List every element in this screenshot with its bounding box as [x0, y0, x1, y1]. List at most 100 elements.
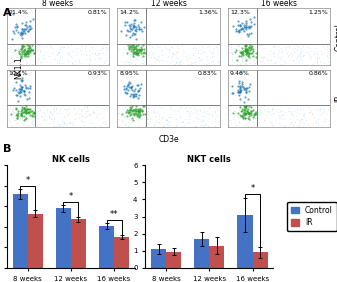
Point	[207, 63, 212, 67]
Point	[288, 120, 294, 124]
Point	[22, 93, 28, 98]
Point	[18, 47, 23, 52]
Point	[280, 48, 285, 53]
Point	[317, 55, 322, 60]
Point	[19, 50, 25, 54]
Point	[250, 104, 256, 109]
Point	[12, 106, 17, 111]
Bar	[166, 252, 181, 268]
Point	[19, 52, 24, 57]
Point	[46, 116, 52, 121]
Point	[23, 110, 28, 114]
Point	[139, 109, 145, 113]
Point	[65, 50, 70, 55]
Bar	[252, 252, 268, 268]
Point	[133, 44, 138, 49]
Point	[126, 124, 131, 128]
Point	[59, 54, 64, 59]
Point	[126, 62, 131, 67]
Point	[145, 122, 151, 126]
Point	[229, 58, 235, 63]
Point	[227, 104, 233, 109]
Point	[19, 30, 24, 35]
Point	[242, 104, 248, 108]
Point	[134, 51, 140, 56]
Text: 1.25%: 1.25%	[308, 10, 328, 15]
Point	[97, 124, 102, 128]
Point	[235, 90, 240, 94]
Point	[263, 113, 269, 118]
Point	[191, 45, 196, 49]
Text: *: *	[250, 184, 255, 193]
Point	[86, 47, 92, 52]
Point	[131, 47, 136, 51]
Point	[93, 52, 99, 57]
Point	[200, 118, 206, 123]
Point	[244, 107, 250, 112]
Point	[126, 111, 132, 115]
Point	[21, 106, 26, 110]
Point	[123, 33, 128, 38]
Point	[138, 105, 143, 110]
Point	[135, 96, 141, 100]
Point	[242, 48, 247, 53]
Point	[321, 106, 327, 110]
Point	[242, 107, 247, 112]
Point	[201, 104, 206, 109]
Point	[127, 35, 133, 39]
Point	[25, 110, 31, 114]
Point	[130, 33, 135, 37]
Point	[138, 19, 144, 24]
Point	[150, 109, 156, 114]
Point	[27, 90, 32, 94]
Point	[58, 47, 63, 51]
Point	[239, 27, 244, 32]
Point	[263, 57, 269, 61]
Point	[274, 62, 280, 67]
Point	[299, 119, 304, 124]
Point	[213, 116, 218, 121]
Point	[314, 62, 320, 67]
Point	[20, 32, 25, 36]
Point	[22, 82, 28, 87]
Point	[201, 108, 207, 113]
Bar	[237, 215, 252, 268]
Point	[6, 118, 12, 122]
Point	[28, 47, 33, 52]
Point	[169, 58, 175, 63]
Point	[242, 86, 247, 91]
Point	[240, 59, 245, 63]
Point	[10, 46, 16, 51]
Point	[69, 60, 74, 64]
Legend: Control, IR: Control, IR	[287, 202, 337, 231]
Point	[255, 119, 260, 123]
Point	[66, 109, 72, 114]
Point	[26, 49, 32, 54]
Point	[230, 91, 235, 95]
Point	[123, 59, 128, 63]
Point	[134, 44, 139, 48]
Point	[308, 55, 313, 59]
Point	[23, 115, 29, 120]
Point	[145, 105, 151, 110]
Point	[238, 105, 243, 110]
Point	[229, 57, 235, 62]
Point	[93, 52, 98, 56]
Point	[26, 51, 31, 55]
Point	[247, 17, 253, 21]
Point	[238, 86, 243, 90]
Point	[192, 107, 197, 111]
Point	[272, 54, 277, 58]
Point	[201, 114, 207, 119]
Point	[238, 87, 243, 91]
Point	[128, 27, 134, 32]
Point	[283, 45, 289, 50]
Point	[87, 58, 92, 63]
Point	[17, 86, 22, 91]
Point	[133, 107, 138, 112]
Bar	[28, 214, 43, 268]
Point	[61, 120, 67, 125]
Point	[210, 59, 215, 63]
Text: 14.2%: 14.2%	[119, 10, 139, 15]
Title: 12 weeks: 12 weeks	[151, 0, 186, 8]
